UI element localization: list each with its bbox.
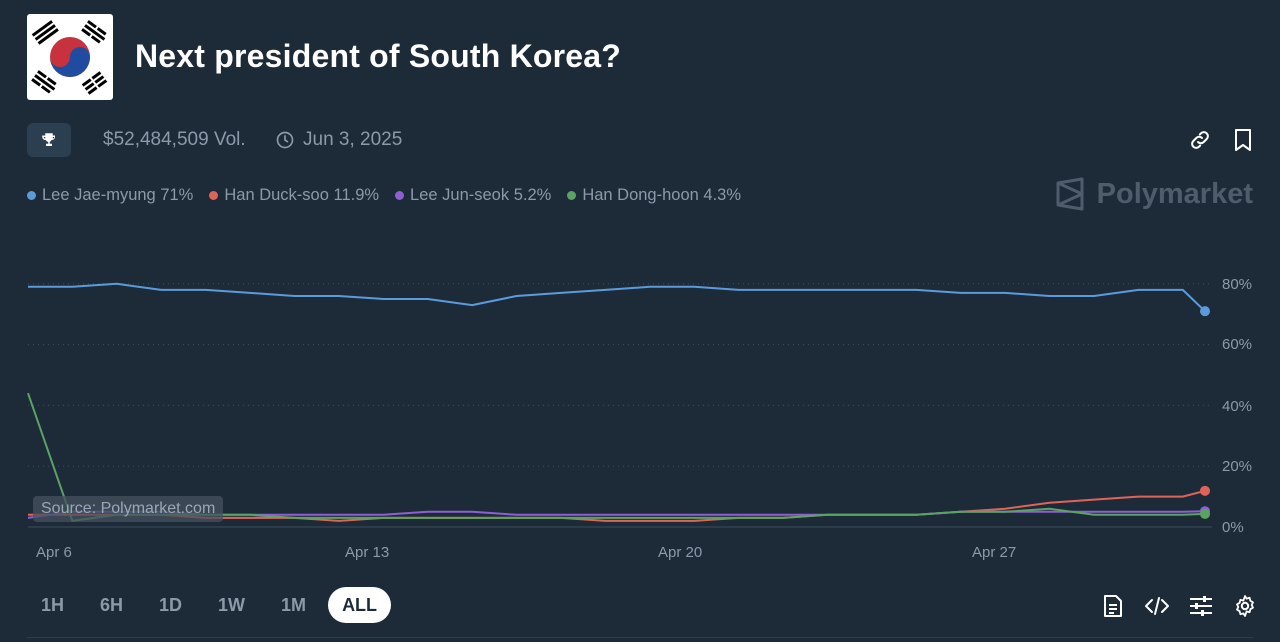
polymarket-logo-icon [1056,177,1084,211]
link-button[interactable] [1186,126,1214,154]
x-tick-label: Apr 27 [972,544,1017,561]
chart-tools [1098,591,1260,621]
legend-dot [567,191,577,200]
polymarket-logo: Polymarket [1055,177,1253,211]
clock-icon [276,131,294,149]
chart-legend: Lee Jae-myung 71% Han Duck-soo 11.9% Lee… [27,186,741,205]
tab-6h[interactable]: 6H [100,594,124,615]
end-date: Jun 3, 2025 [275,129,402,151]
volume-text: $52,484,509 Vol. [103,129,246,150]
series-line-han-duck-soo [28,489,1206,522]
divider [27,637,1253,638]
tab-1w[interactable]: 1W [218,594,246,615]
gear-icon [1236,595,1254,617]
series-line-han-dong-hoon [27,392,1206,522]
rules-button[interactable] [1098,591,1128,621]
legend-label: Han Duck-soo 11.9% [224,186,380,204]
legend-label: Han Dong-hoon 4.3% [582,186,742,204]
page-title: Next president of South Korea? [135,38,622,74]
tab-1d[interactable]: 1D [159,594,183,615]
tab-all[interactable]: ALL [328,587,392,623]
legend-item: Lee Jun-seok 5.2% [395,186,551,205]
brand-name: Polymarket [1096,177,1253,210]
y-tick-label: 20% [1222,458,1253,475]
time-range-tabs: 1H 6H 1D 1W 1M ALL [27,587,392,623]
bookmark-icon [1235,129,1251,151]
y-tick-label: 40% [1222,398,1253,415]
y-tick-label: 60% [1222,336,1253,353]
bookmark-button[interactable] [1229,126,1257,154]
legend-dot [209,191,219,200]
trophy-icon [42,133,55,146]
legend-dot [395,191,405,200]
settings-button[interactable] [1230,591,1260,621]
code-icon [1145,597,1169,615]
series-endpoint [1200,508,1210,519]
tab-1m[interactable]: 1M [281,594,307,615]
filters-button[interactable] [1186,591,1216,621]
x-tick-label: Apr 13 [345,544,390,561]
legend-label: Lee Jae-myung 71% [42,186,194,204]
end-date-text: Jun 3, 2025 [303,129,403,150]
x-tick-label: Apr 20 [658,544,703,561]
x-tick-label: Apr 6 [36,544,72,561]
series-endpoint [1200,306,1210,317]
y-tick-label: 80% [1222,276,1253,293]
series-endpoint [1200,485,1210,496]
tab-1h[interactable]: 1H [41,594,65,615]
trophy-button[interactable] [27,123,71,157]
legend-item: Lee Jae-myung 71% [27,186,193,205]
link-icon [1191,131,1209,149]
series-line-lee-jae-myung [28,282,1206,312]
sliders-icon [1190,596,1212,616]
y-tick-label: 0% [1222,519,1244,536]
legend-item: Han Duck-soo 11.9% [209,186,379,205]
legend-dot [27,191,36,200]
legend-label: Lee Jun-seok 5.2% [410,186,552,204]
south-korea-flag-icon [27,14,113,100]
source-label: Source: Polymarket.com [33,496,224,522]
legend-item: Han Dong-hoon 4.3% [567,186,741,205]
embed-button[interactable] [1142,591,1172,621]
document-icon [1104,595,1122,617]
